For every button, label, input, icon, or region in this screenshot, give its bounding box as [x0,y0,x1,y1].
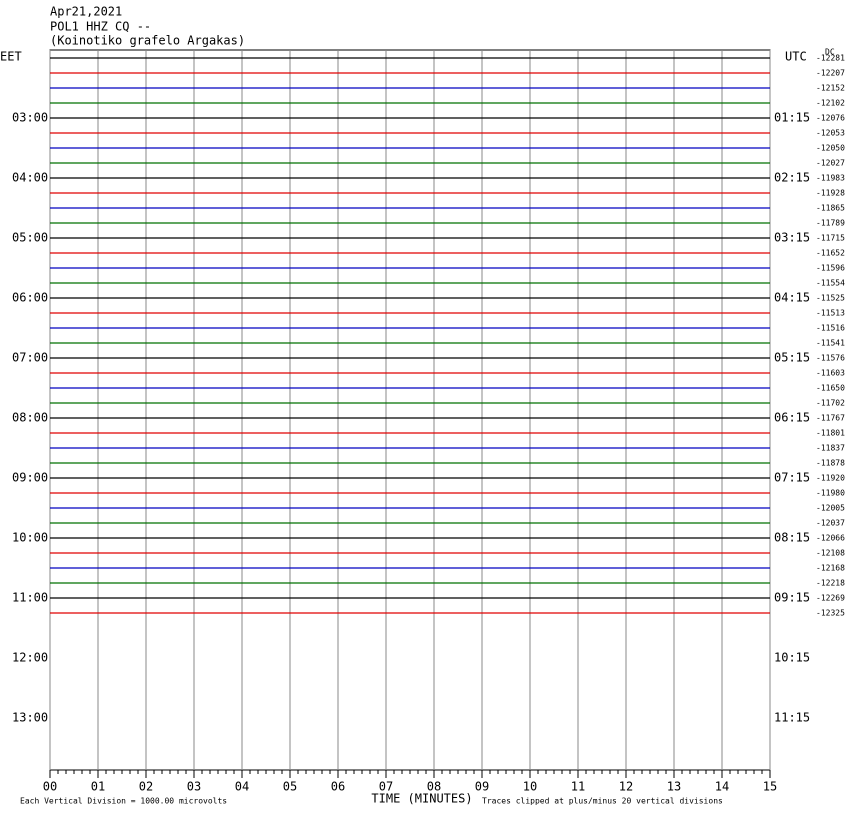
trace-label: -11789 [816,219,845,228]
plot-frame [49,49,771,771]
trace-label: -11837 [816,444,845,453]
header-place: (Koinotiko grafelo Argakas) [50,34,245,48]
scale-note: Each Vertical Division = 1000.00 microvo… [20,797,227,806]
right-time: 08:15 [774,531,810,545]
clip-note: Traces clipped at plus/minus 20 vertical… [482,797,723,806]
trace-label: -11541 [816,339,845,348]
right-time: 04:15 [774,291,810,305]
right-time: 11:15 [774,711,810,725]
right-title: UTC [785,50,807,64]
trace-label: -11596 [816,264,845,273]
right-time: 07:15 [774,471,810,485]
right-time: 01:15 [774,111,810,125]
trace-label: -12325 [816,609,845,618]
trace-label: -11878 [816,459,845,468]
x-tick-label: 15 [763,780,777,794]
trace-label: -12053 [816,129,845,138]
left-time: 09:00 [12,471,48,485]
trace-label: -11920 [816,474,845,483]
trace-label: -12102 [816,99,845,108]
left-time: 10:00 [12,531,48,545]
trace-label: -11983 [816,174,845,183]
right-time: 03:15 [774,231,810,245]
trace-label: -12037 [816,519,845,528]
x-tick-label: 06 [331,780,345,794]
left-title: EET [0,50,22,64]
trace-label: -11576 [816,354,845,363]
left-time: 05:00 [12,231,48,245]
trace-label: -12066 [816,534,845,543]
trace-label: -11652 [816,249,845,258]
x-tick-label: 13 [667,780,681,794]
left-time: 13:00 [12,711,48,725]
x-tick-label: 00 [43,780,57,794]
right-time: 06:15 [774,411,810,425]
x-tick-label: 08 [427,780,441,794]
trace-label: -11650 [816,384,845,393]
x-tick-label: 07 [379,780,393,794]
trace-label: -12269 [816,594,845,603]
trace-label: -11715 [816,234,845,243]
x-tick-label: 02 [139,780,153,794]
x-tick-label: 10 [523,780,537,794]
x-tick-label: 05 [283,780,297,794]
x-tick-label: 14 [715,780,729,794]
left-time: 11:00 [12,591,48,605]
trace-label: -11554 [816,279,845,288]
left-time: 07:00 [12,351,48,365]
right-time: 05:15 [774,351,810,365]
trace-label: -11525 [816,294,845,303]
trace-label: -12108 [816,549,845,558]
trace-label: -11928 [816,189,845,198]
trace-label: -11801 [816,429,845,438]
x-tick-label: 03 [187,780,201,794]
left-time: 12:00 [12,651,48,665]
trace-label: -11603 [816,369,845,378]
left-time: 06:00 [12,291,48,305]
header-station: POL1 HHZ CQ -- [50,20,151,34]
trace-label: -12281 [816,54,845,63]
trace-label: -12076 [816,114,845,123]
right-time: 10:15 [774,651,810,665]
trace-label: -11516 [816,324,845,333]
dc-label: DC [825,48,835,57]
left-time: 04:00 [12,171,48,185]
right-time: 02:15 [774,171,810,185]
trace-label: -11865 [816,204,845,213]
trace-label: -11702 [816,399,845,408]
x-tick-label: 04 [235,780,249,794]
x-label: TIME (MINUTES) [371,792,472,806]
right-time: 09:15 [774,591,810,605]
trace-label: -12218 [816,579,845,588]
x-tick-label: 11 [571,780,585,794]
left-time: 08:00 [12,411,48,425]
trace-label: -12027 [816,159,845,168]
trace-label: -12207 [816,69,845,78]
trace-label: -12050 [816,144,845,153]
trace-label: -12005 [816,504,845,513]
trace-label: -12152 [816,84,845,93]
x-tick-label: 09 [475,780,489,794]
left-time: 03:00 [12,111,48,125]
x-tick-label: 12 [619,780,633,794]
trace-label: -11767 [816,414,845,423]
trace-label: -11513 [816,309,845,318]
header-date: Apr21,2021 [50,5,122,19]
x-tick-label: 01 [91,780,105,794]
trace-label: -11980 [816,489,845,498]
trace-label: -12168 [816,564,845,573]
